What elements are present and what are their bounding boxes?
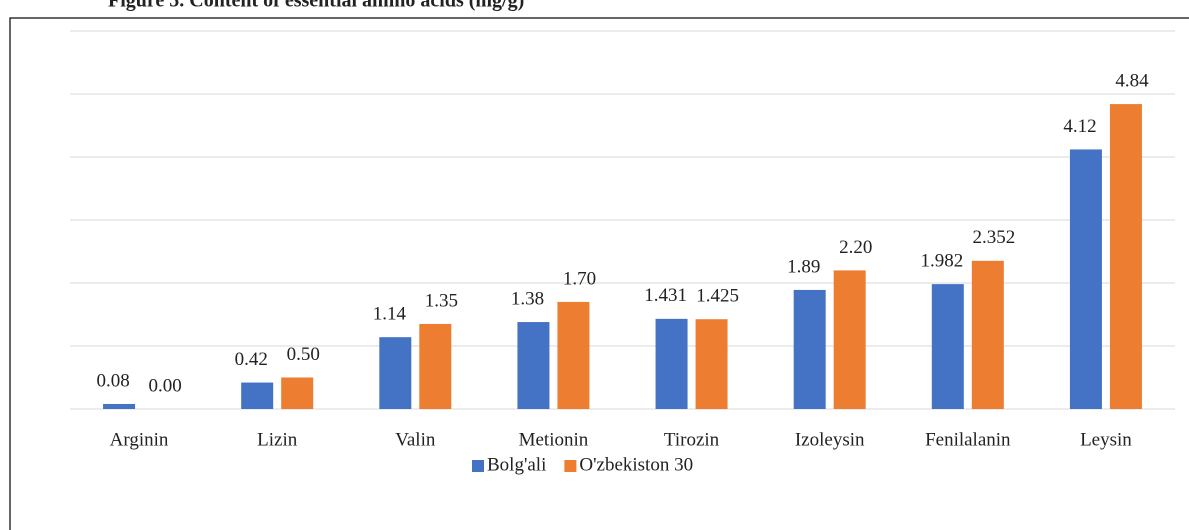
data-label: 1.431 (644, 285, 687, 306)
bar (557, 301, 590, 409)
bar (655, 318, 688, 409)
data-label: 1.982 (920, 250, 963, 271)
legend-label: Bolg'ali (487, 454, 546, 475)
bar (931, 284, 964, 409)
chart-title: Figure 5. Content of essential amino aci… (108, 0, 524, 12)
x-tick-label: Metionin (519, 429, 589, 450)
data-label: 1.425 (696, 286, 739, 307)
x-tick-label: Valin (395, 429, 436, 450)
legend-swatch (564, 460, 577, 472)
data-label: 0.50 (287, 344, 320, 365)
data-label: 2.352 (972, 227, 1015, 248)
data-label: 1.89 (787, 256, 820, 277)
x-tick-label: Leysin (1080, 429, 1132, 450)
bar (1109, 104, 1142, 409)
x-tick-label: Tirozin (664, 429, 720, 450)
bar (281, 377, 314, 409)
data-label: 2.20 (839, 237, 872, 258)
bar (695, 319, 728, 409)
chart-frame (9, 17, 1189, 530)
bar (517, 322, 550, 409)
x-tick-label: Fenilalanin (925, 429, 1011, 450)
data-label: 1.70 (563, 268, 596, 289)
data-label: 1.38 (511, 288, 544, 309)
bar (419, 323, 452, 409)
bar (833, 270, 866, 409)
data-label: 0.00 (148, 375, 181, 396)
data-label: 1.35 (425, 290, 458, 311)
data-label: 4.12 (1063, 116, 1096, 137)
legend-label: O'zbekiston 30 (579, 454, 693, 475)
data-label: 4.84 (1115, 70, 1149, 91)
legend-swatch (472, 460, 484, 472)
bar (1069, 149, 1102, 409)
x-tick-label: Arginin (110, 429, 169, 450)
x-tick-label: Lizin (257, 429, 298, 450)
bar (241, 382, 274, 409)
data-label: 1.14 (373, 304, 407, 325)
bar (971, 260, 1004, 409)
bar (103, 403, 136, 409)
x-tick-label: Izoleysin (795, 429, 865, 450)
data-label: 0.42 (235, 349, 268, 370)
data-label: 0.08 (96, 370, 129, 391)
bar (793, 289, 826, 409)
bar (379, 337, 412, 409)
